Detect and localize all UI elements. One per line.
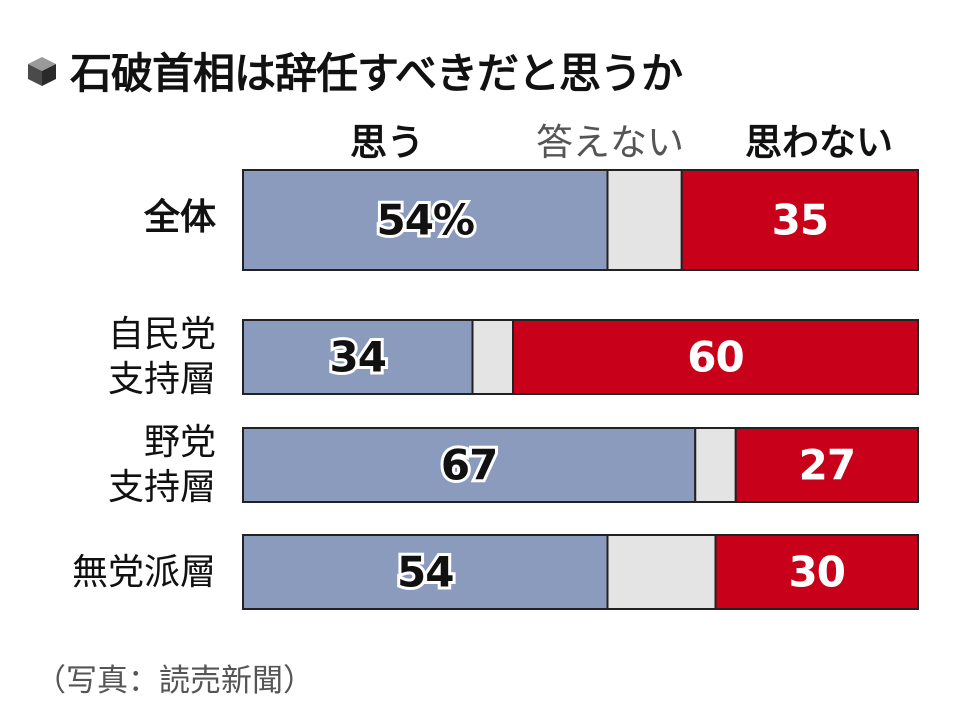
data-label-no-independents: 30 bbox=[789, 548, 845, 597]
bar-segment-no-answer-overall bbox=[606, 169, 683, 271]
bar-segment-yes-ldp-supporters bbox=[242, 319, 474, 395]
bar-segment-no-overall bbox=[680, 169, 919, 271]
chart-title: 石破首相は辞任すべきだと思うか bbox=[70, 49, 683, 98]
chart-title-row: 石破首相は辞任すべきだと思うか bbox=[22, 40, 683, 101]
data-label-yes-independents: 54 bbox=[397, 548, 453, 597]
category-label-independents: 無党派層 bbox=[71, 552, 216, 593]
bar-segment-no-ldp-supporters bbox=[512, 319, 919, 395]
bar-segment-yes-overall bbox=[242, 169, 609, 271]
source-credit: （写真：読売新聞） bbox=[35, 663, 314, 699]
bar-segment-yes-opposition-supporters bbox=[242, 427, 697, 503]
data-label-yes-ldp-supporters: 34 bbox=[330, 333, 386, 382]
bar-segment-yes-independents bbox=[242, 534, 609, 610]
category-label-overall: 全体 bbox=[143, 197, 216, 238]
legend-no-answer: 答えない bbox=[536, 121, 684, 164]
data-label-no-opposition-supporters: 27 bbox=[799, 441, 855, 490]
bar-segment-no-independents bbox=[714, 534, 919, 610]
data-label-yes-overall: 54% bbox=[376, 196, 474, 245]
category-label-opposition-supporters: 野党 支持層 bbox=[107, 422, 216, 508]
data-label-yes-opposition-supporters: 67 bbox=[441, 441, 497, 490]
bar-segment-no-answer-opposition-supporters bbox=[694, 427, 737, 503]
category-label-ldp-supporters: 自民党 支持層 bbox=[107, 314, 216, 400]
data-label-no-overall: 35 bbox=[772, 196, 828, 245]
bar-segment-no-opposition-supporters bbox=[734, 427, 919, 503]
data-label-no-ldp-supporters: 60 bbox=[687, 333, 743, 382]
legend-no: 思わない bbox=[745, 121, 893, 164]
bar-segment-no-answer-independents bbox=[606, 534, 717, 610]
cube-icon bbox=[28, 56, 56, 86]
legend-yes: 思う bbox=[350, 121, 424, 164]
bar-segment-no-answer-ldp-supporters bbox=[471, 319, 514, 395]
